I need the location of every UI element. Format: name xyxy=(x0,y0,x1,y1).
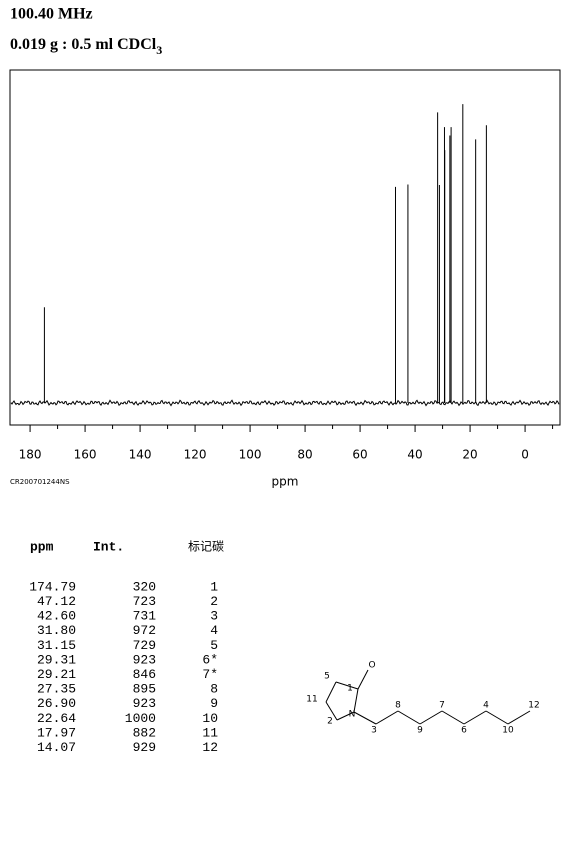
atom-label: 7 xyxy=(439,701,445,711)
sample-id: CR200701244NS xyxy=(10,478,70,486)
atom-label: 11 xyxy=(306,695,317,705)
table-cell: 729 xyxy=(133,638,156,653)
table-cell: 4 xyxy=(210,623,218,638)
bond xyxy=(375,710,399,725)
table-cell: 1000 xyxy=(125,711,156,726)
atom-label: O xyxy=(368,661,375,671)
bond xyxy=(441,710,465,725)
x-tick-label: 0 xyxy=(521,448,529,462)
table-cell: 895 xyxy=(133,682,156,697)
x-tick-label: 160 xyxy=(74,448,97,462)
bond xyxy=(397,710,421,725)
table-cell: 923 xyxy=(133,696,156,711)
table-cell: 882 xyxy=(133,725,156,740)
peak-table: ppm Int. 标记碳 174.79 320 1 47.12 723 2 42.60 731 3 31… xyxy=(29,539,224,755)
bond xyxy=(353,688,359,713)
table-cell: 320 xyxy=(133,579,156,594)
x-tick-label: 80 xyxy=(297,448,312,462)
table-cell: 3 xyxy=(210,609,218,624)
atom-label: 5 xyxy=(324,672,330,682)
atom-label: 8 xyxy=(395,701,401,711)
bond xyxy=(485,710,509,725)
atom-label: 12 xyxy=(528,701,539,711)
atom-label: 1 xyxy=(347,684,353,694)
plot-frame xyxy=(9,69,561,426)
x-tick-label: 60 xyxy=(352,448,367,462)
bond xyxy=(357,669,369,690)
table-cell: 26.90 xyxy=(37,696,76,711)
bond xyxy=(325,681,337,703)
baseline xyxy=(10,399,560,407)
table-cell: 22.64 xyxy=(37,711,76,726)
bond xyxy=(335,681,359,690)
table-cell: 923 xyxy=(133,652,156,667)
bond xyxy=(507,710,531,725)
bond xyxy=(419,710,443,725)
atom-label: 9 xyxy=(417,726,423,736)
table-cell: 42.60 xyxy=(37,609,76,624)
sample-text: 0.019 g : 0.5 ml CDCl xyxy=(10,36,157,53)
column-header: 标记碳 xyxy=(188,540,224,554)
table-cell: 12 xyxy=(202,740,218,755)
x-tick-label: 20 xyxy=(462,448,477,462)
bond xyxy=(463,710,487,725)
table-cell: 11 xyxy=(202,725,218,740)
table-cell: 846 xyxy=(133,667,156,682)
structure: 5 1 O 11 2 N 3 8 9 7 6 4 10 12 xyxy=(306,661,539,736)
atom-label: 6 xyxy=(461,726,467,736)
column-header: ppm xyxy=(30,539,54,554)
subscript: 3 xyxy=(156,43,162,57)
table-cell: 174.79 xyxy=(29,579,76,594)
atom-label: 3 xyxy=(371,726,377,736)
x-tick-label: 100 xyxy=(239,448,262,462)
atom-label: N xyxy=(349,710,356,720)
table-cell: 5 xyxy=(210,638,218,653)
table-cell: 723 xyxy=(133,594,156,609)
x-tick-label: 180 xyxy=(19,448,42,462)
table-cell: 2 xyxy=(210,594,218,609)
x-axis-label: ppm xyxy=(272,475,299,489)
bond xyxy=(325,701,338,721)
x-tick-label: 120 xyxy=(184,448,207,462)
bond xyxy=(353,711,377,725)
x-tick-label: 40 xyxy=(407,448,422,462)
table-cell: 731 xyxy=(133,609,157,624)
table-cell: 27.35 xyxy=(37,682,76,697)
atom-label: 2 xyxy=(327,717,333,727)
table-cell: 31.15 xyxy=(37,638,76,653)
table-cell: 17.97 xyxy=(37,725,76,740)
column-header: Int. xyxy=(93,539,124,554)
table-cell: 6* xyxy=(202,652,218,667)
table-cell: 8 xyxy=(210,682,218,697)
frequency: 100.40 MHz xyxy=(10,6,93,23)
x-tick-label: 140 xyxy=(129,448,152,462)
table-cell: 7* xyxy=(202,667,218,682)
table-cell: 29.31 xyxy=(37,652,76,667)
table-cell: 14.07 xyxy=(37,740,76,755)
table-cell: 31.80 xyxy=(37,623,76,638)
bond xyxy=(336,711,355,721)
plot: 180 160 140 120 100 80 60 40 20 0 xyxy=(10,104,560,462)
table-cell: 10 xyxy=(202,711,218,726)
table-cell: 1 xyxy=(210,579,218,594)
atom-label: 10 xyxy=(502,726,514,736)
table-cell: 929 xyxy=(133,740,156,755)
table-cell: 47.12 xyxy=(37,594,76,609)
table-cell: 972 xyxy=(133,623,156,638)
table-cell: 29.21 xyxy=(37,667,76,682)
atom-label: 4 xyxy=(483,701,489,711)
table-cell: 9 xyxy=(210,696,218,711)
sample: 0.019 g : 0.5 ml CDCl3 xyxy=(10,36,162,57)
